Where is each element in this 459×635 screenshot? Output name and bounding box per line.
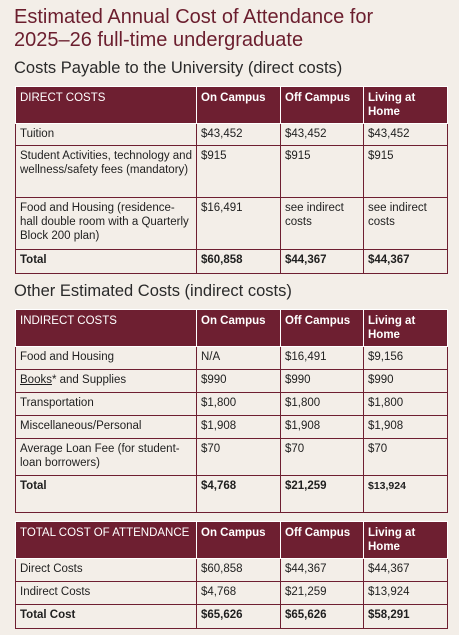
cell-living-at-home: $44,367 bbox=[363, 249, 448, 274]
cell-on-campus: $915 bbox=[196, 145, 281, 198]
column-header: Living at Home bbox=[363, 86, 448, 124]
table-row: Direct Costs $60,858 $44,367 $44,367 bbox=[15, 558, 448, 582]
direct-costs-heading: Costs Payable to the University (direct … bbox=[14, 59, 343, 77]
cell-on-campus: $4,768 bbox=[196, 581, 281, 605]
row-label: Average Loan Fee (for student-loan borro… bbox=[15, 438, 197, 476]
column-header: TOTAL COST OF ATTENDANCE bbox=[15, 521, 197, 559]
cell-off-campus: $65,626 bbox=[280, 604, 364, 629]
row-label-rest: * and Supplies bbox=[51, 374, 127, 386]
row-label: Student Activities, technology and welln… bbox=[15, 145, 197, 198]
row-label: Direct Costs bbox=[15, 558, 197, 582]
cell-on-campus: $1,800 bbox=[196, 392, 281, 416]
column-header: Off Campus bbox=[280, 86, 364, 124]
cell-living-at-home: $58,291 bbox=[363, 604, 448, 629]
cell-on-campus: $60,858 bbox=[196, 558, 281, 582]
row-label: Transportation bbox=[15, 392, 197, 416]
cell-off-campus: $70 bbox=[280, 438, 364, 476]
table-row: Tuition $43,452 $43,452 $43,452 bbox=[15, 123, 448, 146]
total-cost-table: TOTAL COST OF ATTENDANCE On Campus Off C… bbox=[15, 521, 448, 629]
table-header-row: INDIRECT COSTS On Campus Off Campus Livi… bbox=[15, 309, 448, 347]
cell-living-at-home: $13,924 bbox=[363, 581, 448, 605]
cell-on-campus: $1,908 bbox=[196, 415, 281, 439]
table-row: Miscellaneous/Personal $1,908 $1,908 $1,… bbox=[15, 415, 448, 439]
page-title-line-1: Estimated Annual Cost of Attendance for bbox=[14, 6, 374, 28]
total-row: Total Cost $65,626 $65,626 $58,291 bbox=[15, 604, 448, 629]
column-header: On Campus bbox=[196, 86, 281, 124]
cell-off-campus: $44,367 bbox=[280, 249, 364, 274]
indirect-costs-heading: Other Estimated Costs (indirect costs) bbox=[14, 282, 292, 300]
cell-on-campus: $65,626 bbox=[196, 604, 281, 629]
column-header: Off Campus bbox=[280, 309, 364, 347]
row-label: Tuition bbox=[15, 123, 197, 146]
row-label: Total bbox=[15, 475, 197, 513]
cell-off-campus: $44,367 bbox=[280, 558, 364, 582]
cell-off-campus: $16,491 bbox=[280, 346, 364, 370]
cell-living-at-home: $9,156 bbox=[363, 346, 448, 370]
cell-on-campus: $990 bbox=[196, 369, 281, 393]
column-header: Living at Home bbox=[363, 309, 448, 347]
column-header: On Campus bbox=[196, 309, 281, 347]
row-label: Indirect Costs bbox=[15, 581, 197, 605]
row-label: Total bbox=[15, 249, 197, 274]
table-row: Student Activities, technology and welln… bbox=[15, 145, 448, 198]
column-header: Off Campus bbox=[280, 521, 364, 559]
table-row: Food and Housing N/A $16,491 $9,156 bbox=[15, 346, 448, 370]
cell-living-at-home: $70 bbox=[363, 438, 448, 476]
row-label: Total Cost bbox=[15, 604, 197, 629]
row-label: Books* and Supplies bbox=[15, 369, 197, 393]
cell-off-campus: see indirect costs bbox=[280, 197, 364, 250]
table-header-row: TOTAL COST OF ATTENDANCE On Campus Off C… bbox=[15, 521, 448, 559]
books-link[interactable]: Books bbox=[20, 374, 52, 386]
cell-on-campus: $60,858 bbox=[196, 249, 281, 274]
cell-living-at-home: $43,452 bbox=[363, 123, 448, 146]
cell-living-at-home: $1,908 bbox=[363, 415, 448, 439]
row-label: Miscellaneous/Personal bbox=[15, 415, 197, 439]
indirect-costs-table: INDIRECT COSTS On Campus Off Campus Livi… bbox=[15, 309, 448, 513]
row-label: Food and Housing (residence-hall double … bbox=[15, 197, 197, 250]
table-row: Books* and Supplies $990 $990 $990 bbox=[15, 369, 448, 393]
cell-off-campus: $21,259 bbox=[280, 475, 364, 513]
column-header: Living at Home bbox=[363, 521, 448, 559]
table-row: Food and Housing (residence-hall double … bbox=[15, 197, 448, 250]
cell-living-at-home: see indirect costs bbox=[363, 197, 448, 250]
cell-off-campus: $1,800 bbox=[280, 392, 364, 416]
cell-on-campus: $70 bbox=[196, 438, 281, 476]
table-header-row: DIRECT COSTS On Campus Off Campus Living… bbox=[15, 86, 448, 124]
total-row: Total $60,858 $44,367 $44,367 bbox=[15, 249, 448, 274]
row-label: Food and Housing bbox=[15, 346, 197, 370]
cell-off-campus: $990 bbox=[280, 369, 364, 393]
cell-living-at-home: $44,367 bbox=[363, 558, 448, 582]
cell-on-campus: $16,491 bbox=[196, 197, 281, 250]
column-header: INDIRECT COSTS bbox=[15, 309, 197, 347]
cell-on-campus: $43,452 bbox=[196, 123, 281, 146]
cell-off-campus: $915 bbox=[280, 145, 364, 198]
table-row: Average Loan Fee (for student-loan borro… bbox=[15, 438, 448, 476]
direct-costs-table: DIRECT COSTS On Campus Off Campus Living… bbox=[15, 86, 448, 274]
total-row: Total $4,768 $21,259 $13,924 bbox=[15, 475, 448, 513]
cell-living-at-home: $1,800 bbox=[363, 392, 448, 416]
column-header: DIRECT COSTS bbox=[15, 86, 197, 124]
cell-living-at-home: $13,924 bbox=[363, 475, 448, 513]
cell-living-at-home: $990 bbox=[363, 369, 448, 393]
cell-on-campus: $4,768 bbox=[196, 475, 281, 513]
page-title: Estimated Annual Cost of Attendance for … bbox=[14, 6, 454, 52]
table-row: Indirect Costs $4,768 $21,259 $13,924 bbox=[15, 581, 448, 605]
cell-off-campus: $21,259 bbox=[280, 581, 364, 605]
cell-living-at-home: $915 bbox=[363, 145, 448, 198]
cell-off-campus: $1,908 bbox=[280, 415, 364, 439]
page-title-line-2: 2025–26 full-time undergraduate bbox=[14, 29, 304, 51]
cell-off-campus: $43,452 bbox=[280, 123, 364, 146]
cell-on-campus: N/A bbox=[196, 346, 281, 370]
column-header: On Campus bbox=[196, 521, 281, 559]
table-row: Transportation $1,800 $1,800 $1,800 bbox=[15, 392, 448, 416]
